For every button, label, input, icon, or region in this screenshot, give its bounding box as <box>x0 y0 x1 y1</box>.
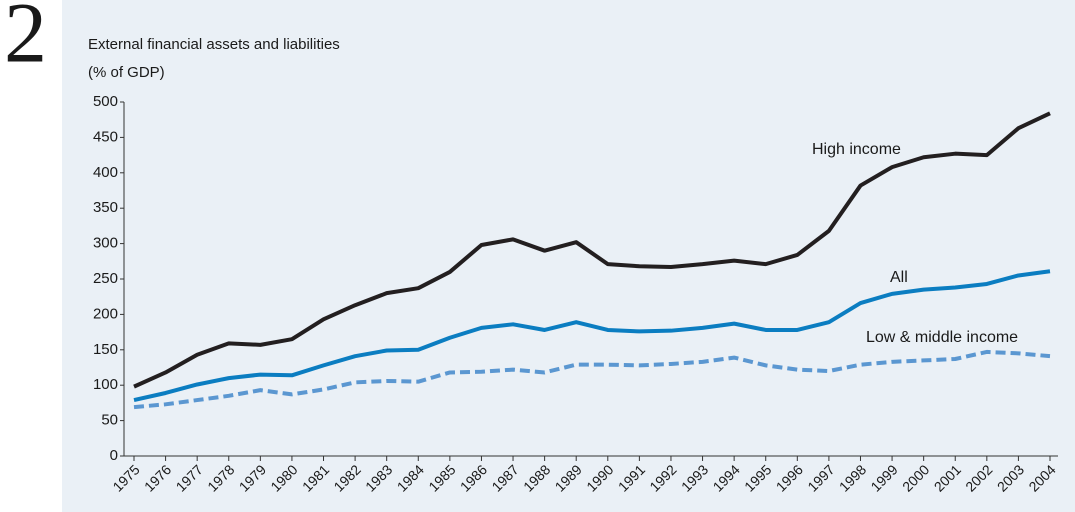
chart-title: External financial assets and liabilitie… <box>88 36 340 53</box>
line-series <box>133 111 1051 389</box>
series-label: High income <box>812 141 901 158</box>
y-tick-label: 250 <box>93 270 118 287</box>
y-tick-label: 0 <box>110 447 118 464</box>
series-label: All <box>890 269 908 286</box>
y-tick-label: 50 <box>101 412 118 429</box>
y-tick-label: 300 <box>93 235 118 252</box>
line-series <box>133 269 1051 403</box>
y-tick-label: 350 <box>93 199 118 216</box>
y-tick-label: 150 <box>93 341 118 358</box>
line-series <box>133 349 1051 410</box>
chart-background <box>62 0 1075 512</box>
chart-subtitle: (% of GDP) <box>88 64 165 81</box>
y-tick-label: 400 <box>93 164 118 181</box>
y-tick-label: 100 <box>93 376 118 393</box>
y-tick-label: 500 <box>93 93 118 110</box>
series-label: Low & middle income <box>866 329 1018 346</box>
y-tick-label: 450 <box>93 128 118 145</box>
figure-number: 2 <box>4 0 47 81</box>
y-tick-label: 200 <box>93 305 118 322</box>
